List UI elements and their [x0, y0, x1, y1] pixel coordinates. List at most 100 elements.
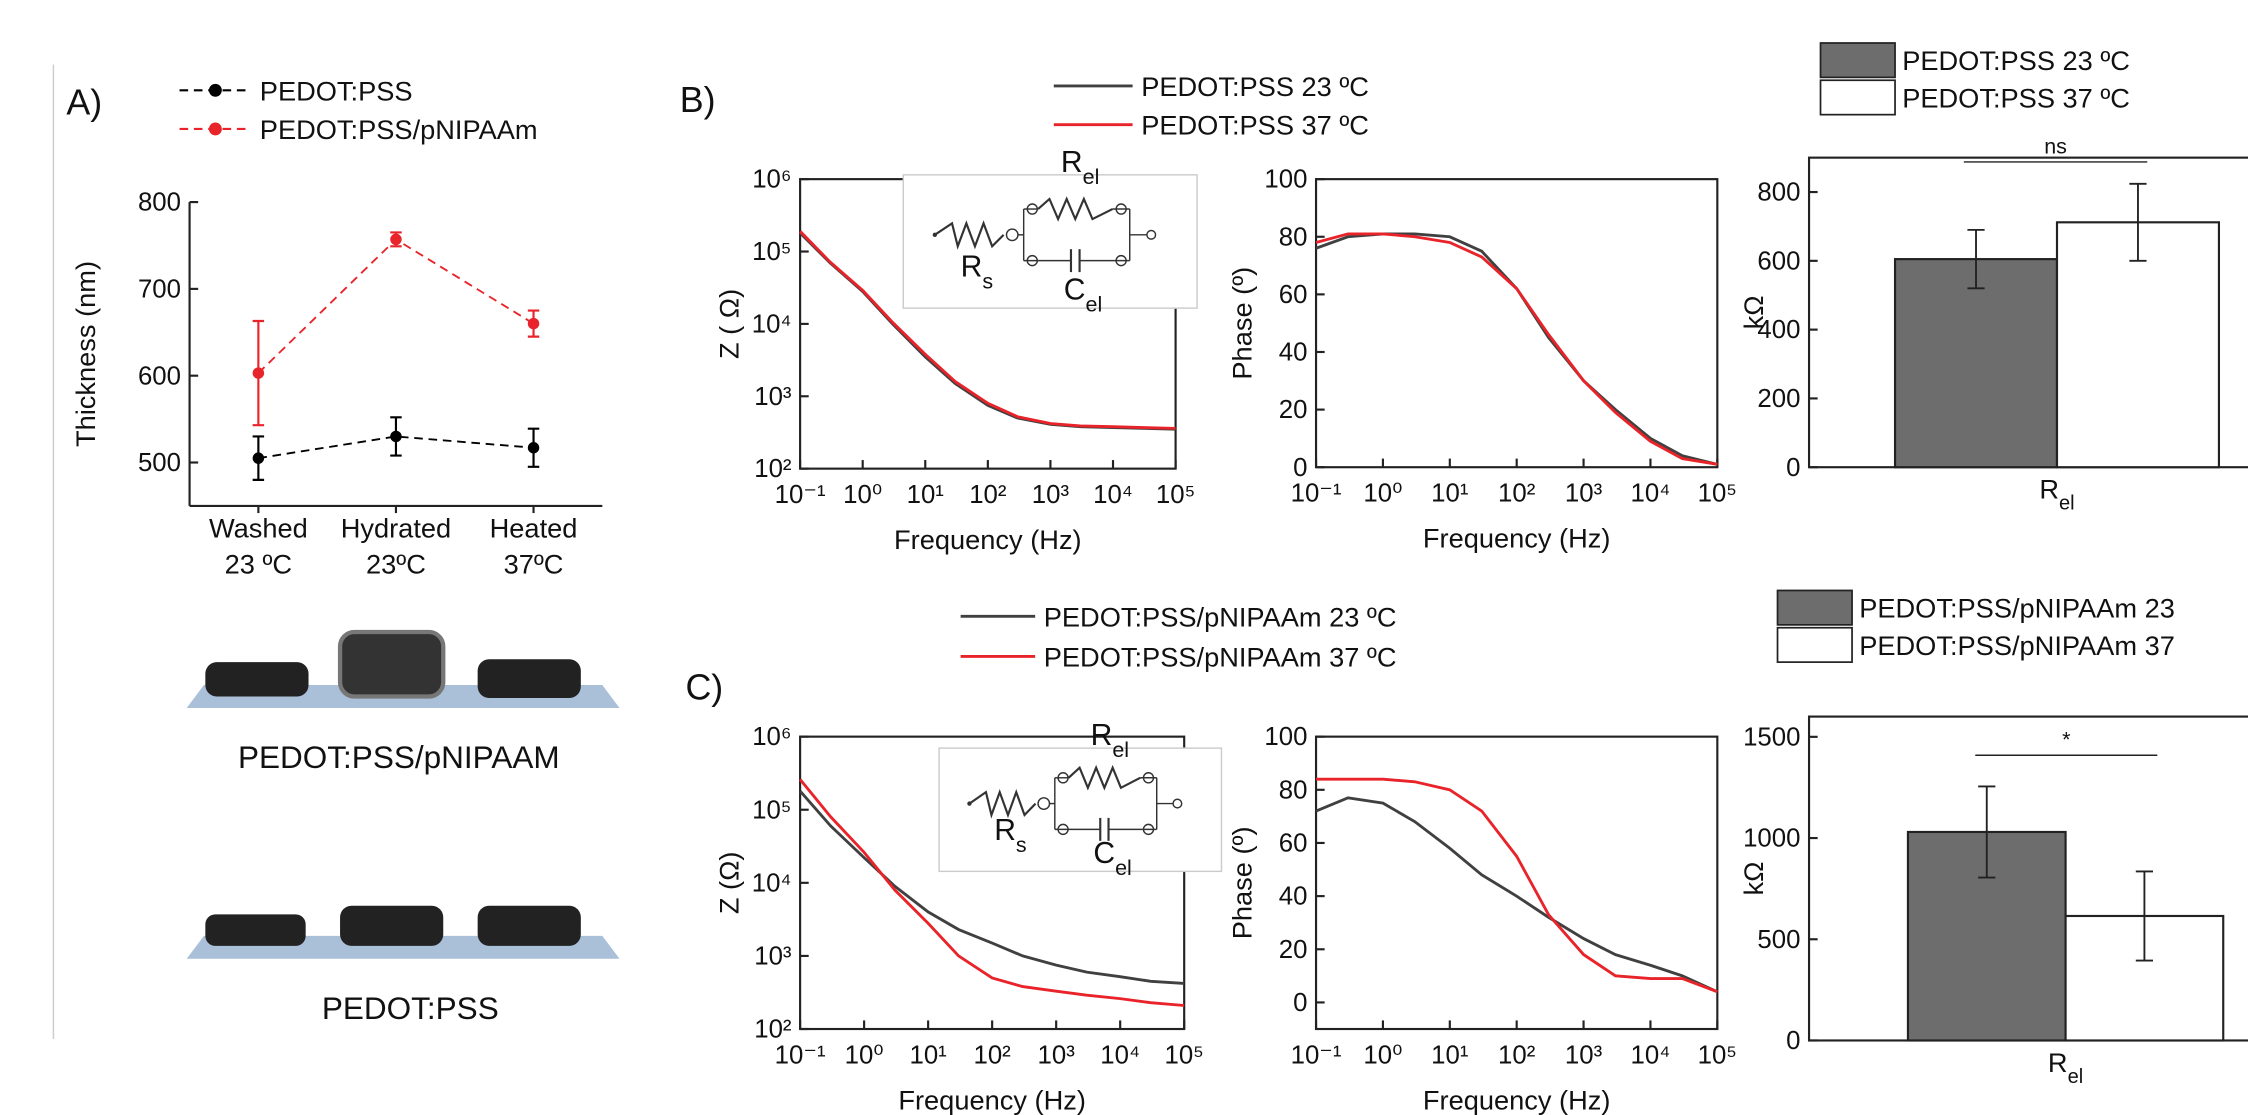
bar — [1893, 258, 2059, 469]
legend-label: PEDOT:PSS/pNIPAAm 37 — [1859, 630, 2175, 661]
x-tick-label: 10⁰ — [843, 481, 882, 509]
resistor — [934, 220, 1005, 250]
y-tick-label: 600 — [138, 362, 181, 390]
circuit-label-sub: el — [1112, 738, 1129, 762]
circuit-label-sub: el — [1083, 165, 1100, 189]
node — [1142, 772, 1155, 784]
y-tick-label: 10² — [754, 455, 792, 483]
schematic-label: PEDOT:PSS/pNIPAAM — [238, 739, 560, 775]
resistor — [1037, 196, 1114, 222]
x-tick-label: 10⁻¹ — [775, 481, 826, 509]
x-tick-label: Rel — [2048, 1047, 2083, 1088]
y-tick-label: 10⁶ — [752, 723, 791, 751]
circuit-label-main: R — [961, 251, 983, 284]
series-line — [799, 790, 1185, 985]
x-tick-label: 10¹ — [1431, 480, 1469, 508]
circuit-label: Rel — [1091, 719, 1129, 762]
y-axis-label: Z ( Ω) — [713, 289, 744, 359]
x-tick-label: 10¹ — [910, 1041, 948, 1069]
series-line — [1315, 232, 1718, 466]
series-line — [1315, 796, 1718, 994]
film — [205, 914, 306, 946]
circuit-label: Rel — [1061, 146, 1099, 189]
data-point — [252, 367, 265, 379]
y-tick-label: 0 — [1293, 989, 1307, 1017]
y-tick-label: 0 — [1293, 454, 1307, 482]
significance-label: * — [2062, 728, 2071, 752]
legend-swatch — [1819, 42, 1896, 79]
x-tick-label: 10⁴ — [1631, 1041, 1671, 1069]
x-tick-label: 10² — [1498, 480, 1536, 508]
circuit-label: Rs — [961, 251, 993, 294]
circuit-label-main: C — [1093, 837, 1115, 870]
y-tick-label: 400 — [1757, 316, 1800, 344]
series-line — [1315, 232, 1718, 466]
x-tick-label: 10⁴ — [1093, 481, 1133, 509]
circuit-label: Cel — [1064, 274, 1102, 317]
series-line — [799, 230, 1176, 430]
y-tick-label: 20 — [1279, 396, 1308, 424]
circuit-label-sub: el — [1086, 293, 1103, 317]
x-tick-label: 10³ — [1032, 481, 1070, 509]
y-tick-label: 60 — [1279, 281, 1308, 309]
y-tick-label: 100 — [1264, 166, 1307, 194]
y-tick-label: 10³ — [754, 943, 792, 971]
legend-label: PEDOT:PSS 23 ºC — [1902, 45, 2130, 76]
y-tick-label: 10⁵ — [752, 796, 791, 824]
data-point — [390, 233, 402, 246]
x-tick-label: 10⁵ — [1165, 1041, 1204, 1069]
node — [1142, 823, 1155, 836]
x-tick-label: 10⁵ — [1698, 1041, 1737, 1069]
circuit-label-sub: s — [982, 270, 993, 294]
y-axis-label: kΩ — [1738, 862, 1769, 896]
legend-label: PEDOT:PSS/pNIPAAm 23 ºC — [1044, 601, 1397, 632]
legend-label: PEDOT:PSS 37 ºC — [1141, 110, 1369, 141]
node — [1026, 254, 1039, 267]
node — [1057, 823, 1069, 836]
x-tick-label: 10³ — [1565, 1041, 1603, 1069]
schematic — [186, 629, 620, 959]
legend-marker — [208, 83, 222, 97]
panel-label: A) — [66, 83, 102, 123]
y-tick-label: 800 — [138, 189, 181, 217]
x-tick-label: 10³ — [1565, 480, 1603, 508]
data-point — [390, 430, 402, 443]
x-tick-label: 10⁻¹ — [1291, 480, 1342, 508]
series-line — [1316, 777, 1718, 994]
x-tick-label: Hydrated 23ºC — [341, 512, 451, 579]
legend-label: PEDOT:PSS — [260, 75, 413, 106]
terminal — [1172, 798, 1183, 809]
y-tick-label: 200 — [1757, 385, 1800, 413]
terminal — [1146, 229, 1157, 240]
x-tick-label: Heated 37ºC — [490, 512, 578, 579]
significance-label: ns — [2044, 134, 2067, 158]
schematic-label: PEDOT:PSS — [322, 990, 499, 1026]
error-bar — [2135, 870, 2154, 962]
y-tick-label: 600 — [1757, 247, 1800, 275]
series-line — [798, 778, 1185, 1007]
error-bar — [1967, 228, 1985, 290]
y-tick-label: 10³ — [754, 383, 792, 411]
y-tick-label: 800 — [1757, 179, 1800, 207]
panel-label: C) — [685, 667, 723, 707]
legend-label: PEDOT:PSS/pNIPAAm — [260, 114, 538, 145]
legend-swatch — [1776, 589, 1853, 626]
resistor — [1067, 764, 1141, 791]
y-tick-label: 60 — [1279, 830, 1308, 858]
y-tick-label: 0 — [1786, 454, 1800, 482]
film — [477, 659, 581, 698]
legend-label: PEDOT:PSS/pNIPAAm 23 — [1859, 593, 2175, 624]
x-tick-label: 10² — [969, 481, 1007, 509]
data-point — [527, 442, 540, 454]
x-tick-label: 10¹ — [1431, 1041, 1469, 1069]
x-tick-label: 10⁰ — [1363, 1041, 1402, 1069]
legend-label: PEDOT:PSS 37 ºC — [1902, 82, 2130, 113]
error-bar — [2129, 182, 2147, 262]
data-point — [527, 317, 540, 330]
error-bar — [1978, 785, 1996, 879]
y-tick-label: 10⁶ — [752, 166, 791, 194]
legend-label: PEDOT:PSS/pNIPAAm 37 ºC — [1044, 641, 1397, 672]
legend-label: PEDOT:PSS 23 ºC — [1141, 71, 1369, 102]
x-tick-label: 10⁰ — [845, 1041, 884, 1069]
